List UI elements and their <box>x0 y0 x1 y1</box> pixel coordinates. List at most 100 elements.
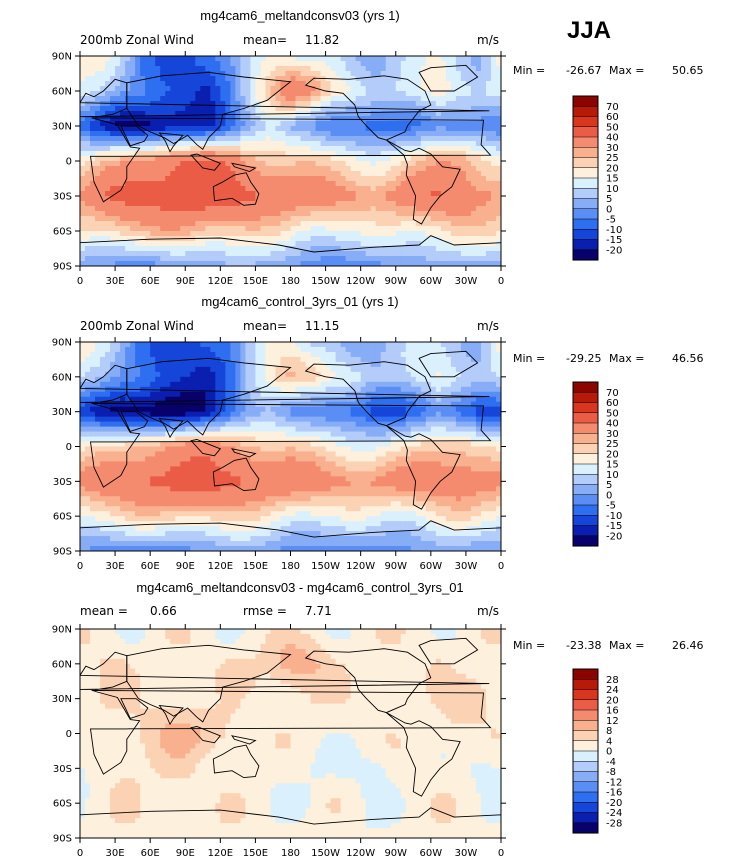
field-cell <box>345 342 352 348</box>
field-cell <box>460 126 467 132</box>
field-cell <box>310 416 317 423</box>
field-cell <box>220 126 226 132</box>
field-cell <box>95 246 101 252</box>
field-cell <box>325 66 332 72</box>
field-cell <box>165 166 171 172</box>
field-cell <box>435 251 442 257</box>
field-cell <box>265 71 272 77</box>
field-cell <box>475 366 482 373</box>
field-cell <box>95 396 101 403</box>
field-cell <box>295 366 302 373</box>
field-cell <box>215 216 221 222</box>
field-cell <box>415 86 422 92</box>
field-cell <box>275 126 282 132</box>
field-cell <box>175 411 181 418</box>
field-cell <box>440 251 447 257</box>
field-cell <box>390 71 397 77</box>
field-cell <box>335 211 342 217</box>
field-cell <box>450 261 457 266</box>
field-cell <box>455 381 462 388</box>
field-cell <box>355 366 362 373</box>
field-cell <box>105 236 111 242</box>
field-cell <box>410 396 417 403</box>
field-cell <box>190 216 196 222</box>
field-cell <box>90 186 96 192</box>
field-cell <box>135 166 141 172</box>
field-cell <box>460 81 467 87</box>
field-cell <box>360 171 367 177</box>
field-cell <box>370 116 377 122</box>
field-cell <box>235 101 241 107</box>
field-cell <box>170 256 176 262</box>
field-cell <box>250 191 257 197</box>
field-cell <box>140 246 146 252</box>
field-cell <box>270 206 277 212</box>
field-cell <box>280 181 287 187</box>
field-cell <box>130 196 136 202</box>
field-cell <box>185 376 191 383</box>
field-cell <box>475 126 482 132</box>
field-cell <box>330 261 337 266</box>
field-cell <box>110 66 116 72</box>
field-cell <box>465 106 472 112</box>
field-cell <box>295 61 302 67</box>
field-cell <box>125 351 131 358</box>
field-cell <box>195 71 201 77</box>
field-cell <box>390 211 397 217</box>
field-cell <box>115 121 121 127</box>
field-cell <box>195 256 201 262</box>
field-cell <box>165 386 171 393</box>
field-cell <box>220 386 226 393</box>
field-cell <box>115 86 121 92</box>
field-cell <box>450 396 457 403</box>
field-cell <box>215 161 221 167</box>
field-cell <box>420 81 427 87</box>
field-cell <box>425 81 432 87</box>
field-cell <box>215 91 221 97</box>
field-cell <box>420 356 427 363</box>
field-cell <box>250 246 257 252</box>
field-cell <box>340 161 347 167</box>
field-cell <box>250 136 257 142</box>
field-cell <box>330 201 337 207</box>
field-cell <box>110 196 116 202</box>
field-cell <box>230 111 236 117</box>
field-cell <box>135 186 141 192</box>
field-cell <box>95 231 101 237</box>
field-cell <box>225 216 231 222</box>
field-cell <box>125 171 131 177</box>
field-cell <box>175 416 181 423</box>
field-cell <box>240 171 246 177</box>
field-cell <box>205 371 211 378</box>
field-cell <box>425 231 432 237</box>
field-cell <box>85 126 91 132</box>
field-cell <box>385 226 392 232</box>
field-cell <box>235 256 241 262</box>
field-cell <box>300 71 307 77</box>
field-cell <box>240 241 246 247</box>
field-cell <box>325 246 332 252</box>
field-cell <box>455 146 462 152</box>
field-cell <box>105 356 111 363</box>
field-cell <box>165 201 171 207</box>
field-cell <box>90 381 96 388</box>
field-cell <box>165 121 171 127</box>
field-cell <box>170 361 176 368</box>
field-cell <box>250 226 257 232</box>
field-cell <box>105 81 111 87</box>
field-cell <box>345 356 352 363</box>
field-cell <box>165 351 171 358</box>
field-cell <box>315 56 322 62</box>
field-cell <box>465 236 472 242</box>
field-cell <box>475 231 482 237</box>
field-cell <box>435 401 442 408</box>
field-cell <box>320 121 327 127</box>
field-cell <box>230 366 236 373</box>
field-cell <box>495 241 501 247</box>
field-cell <box>355 261 362 266</box>
field-cell <box>245 191 251 197</box>
field-cell <box>310 386 317 393</box>
field-cell <box>325 151 332 157</box>
field-cell <box>265 236 272 242</box>
field-cell <box>360 381 367 388</box>
